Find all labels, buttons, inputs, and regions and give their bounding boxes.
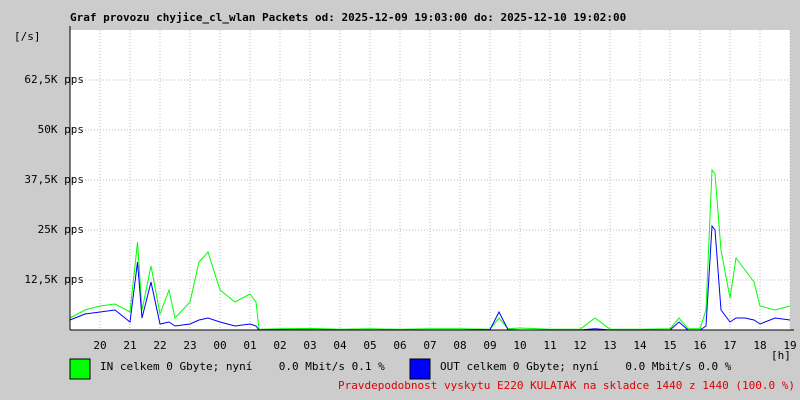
x-tick-label: 00 [213,339,226,352]
x-tick-label: 22 [153,339,166,352]
legend-label: IN celkem 0 Gbyte; nyní 0.0 Mbit/s 0.1 % [100,360,385,373]
x-tick-label: 13 [603,339,616,352]
x-tick-label: 11 [543,339,556,352]
x-tick-label: 08 [453,339,466,352]
x-tick-label: 21 [123,339,136,352]
x-tick-label: 18 [753,339,766,352]
x-tick-label: 16 [693,339,706,352]
x-tick-label: 17 [723,339,736,352]
x-tick-label: 15 [663,339,676,352]
legend-swatch [69,358,91,380]
x-tick-label: 06 [393,339,406,352]
x-tick-label: 05 [363,339,376,352]
chart-title: Graf provozu chyjice_cl_wlan Packets od:… [70,11,626,24]
y-tick-label: 62,5K pps [24,73,84,86]
y-tick-label: 37,5K pps [24,173,84,186]
x-tick-label: 23 [183,339,196,352]
x-unit: [h] [771,349,791,362]
legend-label: OUT celkem 0 Gbyte; nyní 0.0 Mbit/s 0.0 … [440,360,732,373]
x-tick-label: 10 [513,339,526,352]
y-unit: [/s] [14,30,41,43]
series-line [69,168,791,330]
x-tick-label: 03 [303,339,316,352]
y-tick-label: 12,5K pps [24,273,84,286]
x-tick-label: 02 [273,339,286,352]
x-tick-label: 01 [243,339,256,352]
legend-swatch [409,358,431,380]
footer-note: Pravdepodobnost vyskytu E220 KULATAK na … [338,379,795,392]
x-tick-label: 07 [423,339,436,352]
y-tick-label: 25K pps [38,223,84,236]
x-tick-label: 14 [633,339,647,352]
x-tick-label: 20 [93,339,106,352]
x-tick-label: 12 [573,339,586,352]
x-tick-label: 19 [783,339,796,352]
x-tick-label: 04 [333,339,347,352]
x-tick-label: 09 [483,339,496,352]
y-tick-label: 50K pps [38,123,84,136]
